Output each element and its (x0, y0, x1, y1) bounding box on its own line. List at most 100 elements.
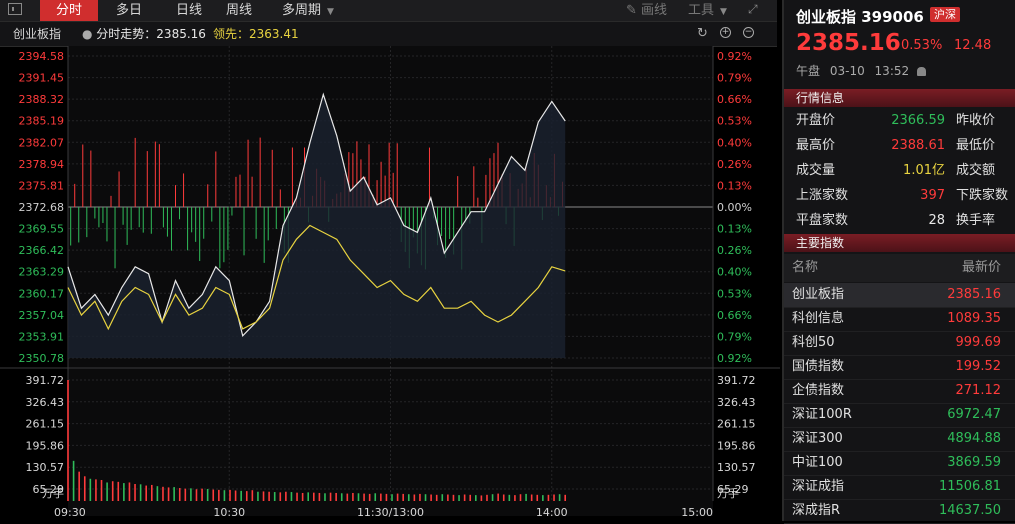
chevron-down-icon: ▼ (720, 7, 727, 17)
volume-tick-label: 261.15 (26, 418, 65, 431)
zoom-in-icon[interactable]: + (720, 27, 731, 38)
index-row[interactable]: 深证300 4894.88 (784, 427, 1015, 452)
volume-tick-label: 326.43 (26, 396, 65, 409)
index-row[interactable]: 深证100R 6972.47 (784, 403, 1015, 428)
pencil-icon: ✎ (626, 3, 637, 18)
index-row[interactable]: 科创信息 1089.35 (784, 307, 1015, 332)
zoom-out-icon[interactable]: − (743, 27, 754, 38)
time-axis-label: 10:30 (213, 506, 245, 519)
index-row[interactable]: 企债指数 271.12 (784, 379, 1015, 404)
quote-label-2: 成交额 (956, 163, 996, 178)
index-row[interactable]: 创业板指 2385.16 (784, 283, 1015, 308)
tab-multi-period-label: 多周期 (282, 3, 322, 18)
price-tick-label: 2382.07 (19, 136, 65, 149)
percent-tick-label: 0.40% (717, 136, 752, 149)
price-line (67, 92, 566, 337)
index-price: 199.52 (955, 359, 1002, 374)
index-table-header: 名称 最新价 (784, 254, 1015, 282)
quote-label-2: 下跌家数 (956, 188, 1009, 203)
quote-label: 开盘价 (796, 113, 836, 128)
percent-tick-label: 0.66% (717, 93, 752, 106)
market-badge: 沪深 (930, 7, 960, 22)
tools-label: 工具 (688, 3, 715, 18)
index-name: 科创50 (792, 335, 835, 350)
volume-tick-label-right: 391.72 (717, 374, 756, 387)
quote-value: 28 (928, 213, 945, 228)
percent-tick-label: 0.92% (717, 50, 752, 63)
quote-panel: 创业板指 399006 沪深 2385.16 0.53% 12.48 午盘 03… (782, 0, 1015, 524)
volume-tick-label-right: 65.29 (717, 483, 749, 496)
index-price: 6972.47 (947, 407, 1001, 422)
percent-tick-label: 0.79% (717, 330, 752, 343)
volume-tick-label-right: 326.43 (717, 396, 756, 409)
last-price: 2385.16 (796, 30, 901, 56)
index-price: 4894.88 (947, 431, 1001, 446)
volume-tick-label-right: 130.57 (717, 461, 756, 474)
percent-tick-label: 0.92% (717, 352, 752, 365)
index-row[interactable]: 国债指数 199.52 (784, 355, 1015, 380)
index-price: 999.69 (955, 335, 1002, 350)
quote-label: 上涨家数 (796, 188, 849, 203)
index-price: 2385.16 (947, 287, 1001, 302)
time-axis-label: 15:00 (681, 506, 713, 519)
price-tick-label: 2378.94 (19, 158, 65, 171)
percent-tick-label: 0.66% (717, 309, 752, 322)
index-name: 深证100R (792, 407, 852, 422)
tab-intraday[interactable]: 分时 (40, 0, 98, 21)
tools-button[interactable]: 工具 ▼ (688, 0, 727, 21)
volume-tick-label: 130.57 (26, 461, 65, 474)
index-name: 科创信息 (792, 311, 845, 326)
intraday-chart[interactable]: 2394.58 0.92% 2391.45 0.79% 2388.32 0.66% 2385… (0, 46, 780, 521)
lead-value: 领先：2363.41 (213, 27, 299, 41)
chevron-down-icon: ▼ (327, 7, 334, 17)
fullscreen-icon[interactable]: ⤢ (748, 2, 758, 16)
session-date: 03-10 (829, 64, 865, 78)
change-value: 12.48 (954, 38, 992, 53)
index-name: 深证成指 (792, 479, 845, 494)
trend-label: 分时走势：2385.16 (96, 27, 206, 41)
price-tick-label: 2369.55 (19, 223, 65, 236)
index-row[interactable]: 中证100 3869.59 (784, 451, 1015, 476)
quote-row: 上涨家数 397 下跌家数 (784, 183, 1015, 208)
session-time: 13:52 (874, 64, 910, 78)
index-name: 创业板指 (13, 27, 62, 41)
quote-label-2: 换手率 (956, 213, 996, 228)
refresh-icon[interactable]: ↻ (697, 26, 708, 41)
quote-row: 最高价 2388.61 最低价 (784, 133, 1015, 158)
col-name: 名称 (792, 260, 819, 275)
quote-label: 平盘家数 (796, 213, 849, 228)
draw-line-button[interactable]: ✎ 画线 (626, 0, 667, 21)
volume-unit-label-right: 万手 (717, 486, 739, 500)
trend-value: ● 分时走势：2385.16 (82, 22, 206, 46)
draw-line-label: 画线 (641, 3, 668, 18)
quote-row: 成交量 1.01亿 成交额 (784, 158, 1015, 183)
price-tick-label: 2385.19 (19, 115, 65, 128)
time-axis-label: 11:30/13:00 (357, 506, 424, 519)
volume-tick-label-right: 195.86 (717, 439, 756, 452)
session-info: 午盘 03-10 13:52 (796, 62, 926, 79)
price-tick-label: 2366.42 (19, 244, 65, 257)
index-row[interactable]: 深成指R 14637.50 (784, 499, 1015, 524)
chart-info-bar: 创业板指 ● 分时走势：2385.16 领先：2363.41 ↻ + − (0, 22, 777, 47)
tab-weekly[interactable]: 周线 (225, 3, 252, 18)
index-row[interactable]: 深证成指 11506.81 (784, 475, 1015, 500)
price-tick-label: 2388.32 (19, 93, 65, 106)
tab-multi-day[interactable]: 多日 (115, 3, 142, 18)
lead-line (67, 224, 566, 331)
time-axis-label: 09:30 (54, 506, 86, 519)
price-tick-label: 2372.68 (19, 201, 65, 214)
price-area-fill (68, 94, 566, 358)
tab-daily[interactable]: 日线 (175, 3, 202, 18)
index-name: 深证300 (792, 431, 843, 446)
quote-value: 2388.61 (891, 138, 945, 153)
index-price: 1089.35 (947, 311, 1001, 326)
price-tick-label: 2350.78 (19, 352, 65, 365)
quote-section-header: 行情信息 (784, 89, 1015, 107)
index-section-header: 主要指数 (784, 234, 1015, 252)
index-row[interactable]: 科创50 999.69 (784, 331, 1015, 356)
sidebar-toggle-icon[interactable] (8, 3, 22, 15)
volume-tick-label-right: 261.15 (717, 418, 756, 431)
tab-multi-period[interactable]: 多周期 ▼ (282, 0, 354, 21)
percent-tick-label: 0.26% (717, 244, 752, 257)
bell-icon[interactable] (916, 67, 926, 76)
